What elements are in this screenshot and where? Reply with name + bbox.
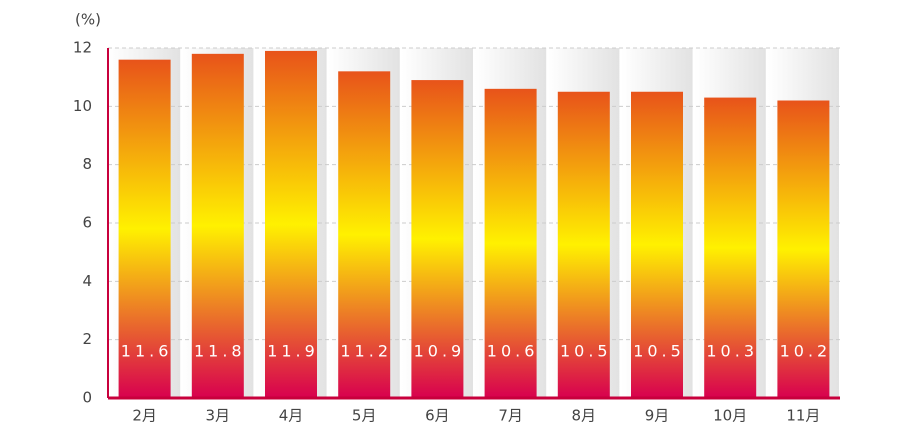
y-unit: (%) [75, 11, 101, 29]
bar [118, 59, 171, 399]
bar [338, 71, 391, 398]
x-tick-label: 9月 [645, 407, 670, 425]
x-tick-label: 10月 [713, 407, 747, 425]
x-tick-label: 5月 [352, 407, 377, 425]
x-tick-label: 11月 [786, 407, 820, 425]
value-label: 10.2 [780, 342, 832, 361]
bar [265, 50, 317, 399]
x-tick-label: 8月 [572, 407, 597, 425]
x-tick-label: 7月 [498, 407, 523, 425]
value-label: 10.6 [487, 342, 539, 361]
y-tick-label: 10 [73, 97, 92, 115]
value-label: 10.9 [414, 342, 466, 361]
bar [191, 53, 244, 398]
bar [411, 80, 464, 398]
bar [557, 91, 610, 398]
value-label: 10.5 [560, 342, 612, 361]
bar [631, 91, 683, 398]
y-tick-label: 0 [82, 389, 92, 407]
value-label: 11.8 [194, 342, 246, 361]
value-label: 11.2 [340, 342, 392, 361]
x-tick-label: 6月 [425, 407, 450, 425]
value-label: 11.9 [267, 342, 319, 361]
value-label: 11.6 [121, 342, 173, 361]
y-tick-label: 6 [82, 214, 92, 232]
x-tick-label: 4月 [279, 407, 304, 425]
y-tick-label: 12 [73, 39, 92, 57]
bar [704, 97, 757, 398]
y-tick-label: 8 [82, 155, 92, 173]
y-tick-label: 4 [82, 272, 92, 290]
x-tick-label: 3月 [206, 407, 231, 425]
value-label: 10.5 [633, 342, 685, 361]
value-label: 10.3 [706, 342, 758, 361]
x-tick-label: 2月 [132, 407, 157, 425]
y-tick-label: 2 [82, 330, 92, 348]
bar [484, 88, 537, 398]
bar [777, 100, 830, 398]
